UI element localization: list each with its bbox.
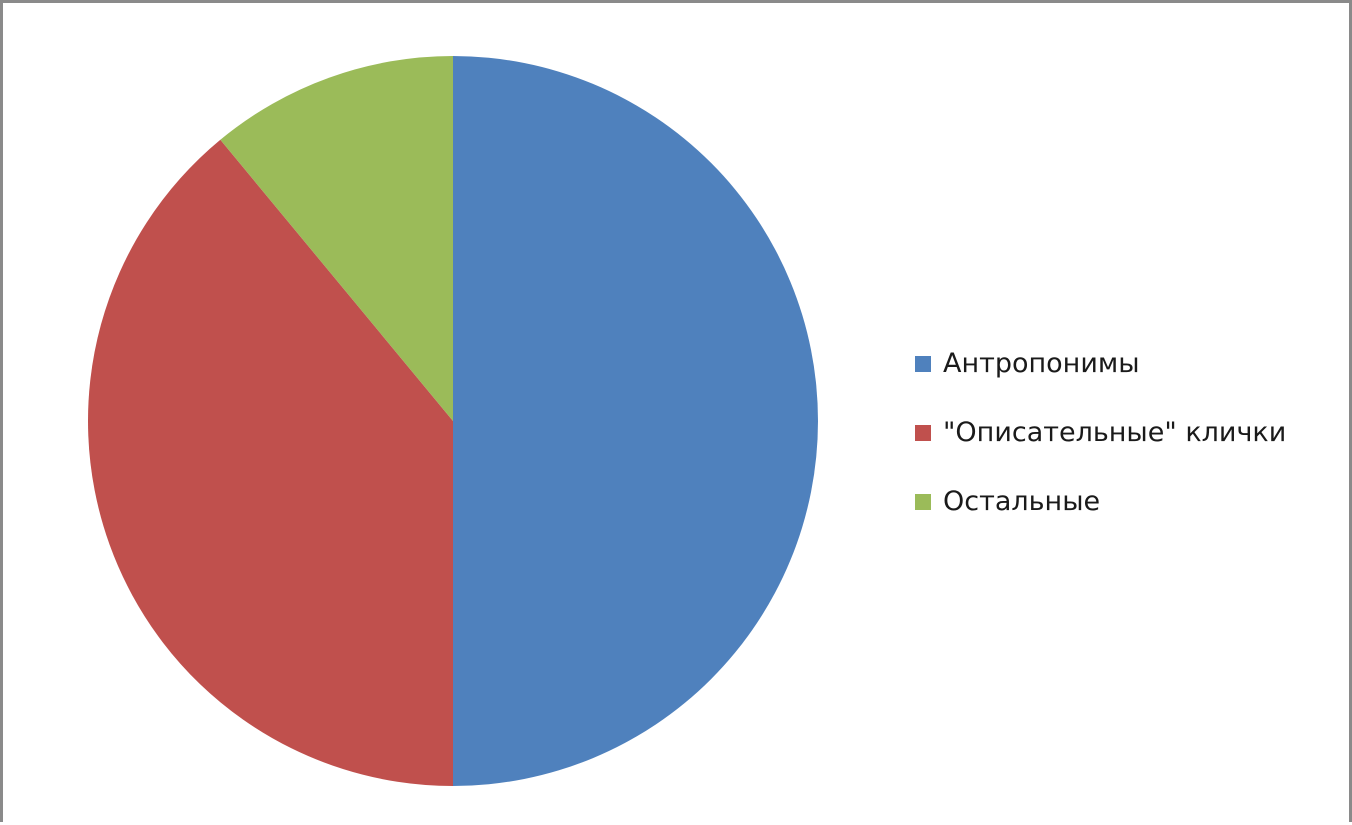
chart-legend: Антропонимы "Описательные" клички Осталь… <box>915 329 1286 536</box>
pie-slice <box>220 56 453 421</box>
pie-chart <box>88 56 818 786</box>
legend-item: "Описательные" клички <box>915 398 1286 467</box>
legend-swatch <box>915 493 931 510</box>
pie-slice <box>453 56 818 786</box>
legend-label: Остальные <box>943 486 1101 517</box>
legend-swatch <box>915 355 931 372</box>
legend-label: Антропонимы <box>943 348 1140 379</box>
legend-swatch <box>915 424 931 441</box>
pie-slice <box>88 139 453 786</box>
pie-slices <box>88 56 818 786</box>
legend-item: Антропонимы <box>915 329 1286 398</box>
legend-label: "Описательные" клички <box>943 417 1287 448</box>
legend-item: Остальные <box>915 467 1286 536</box>
